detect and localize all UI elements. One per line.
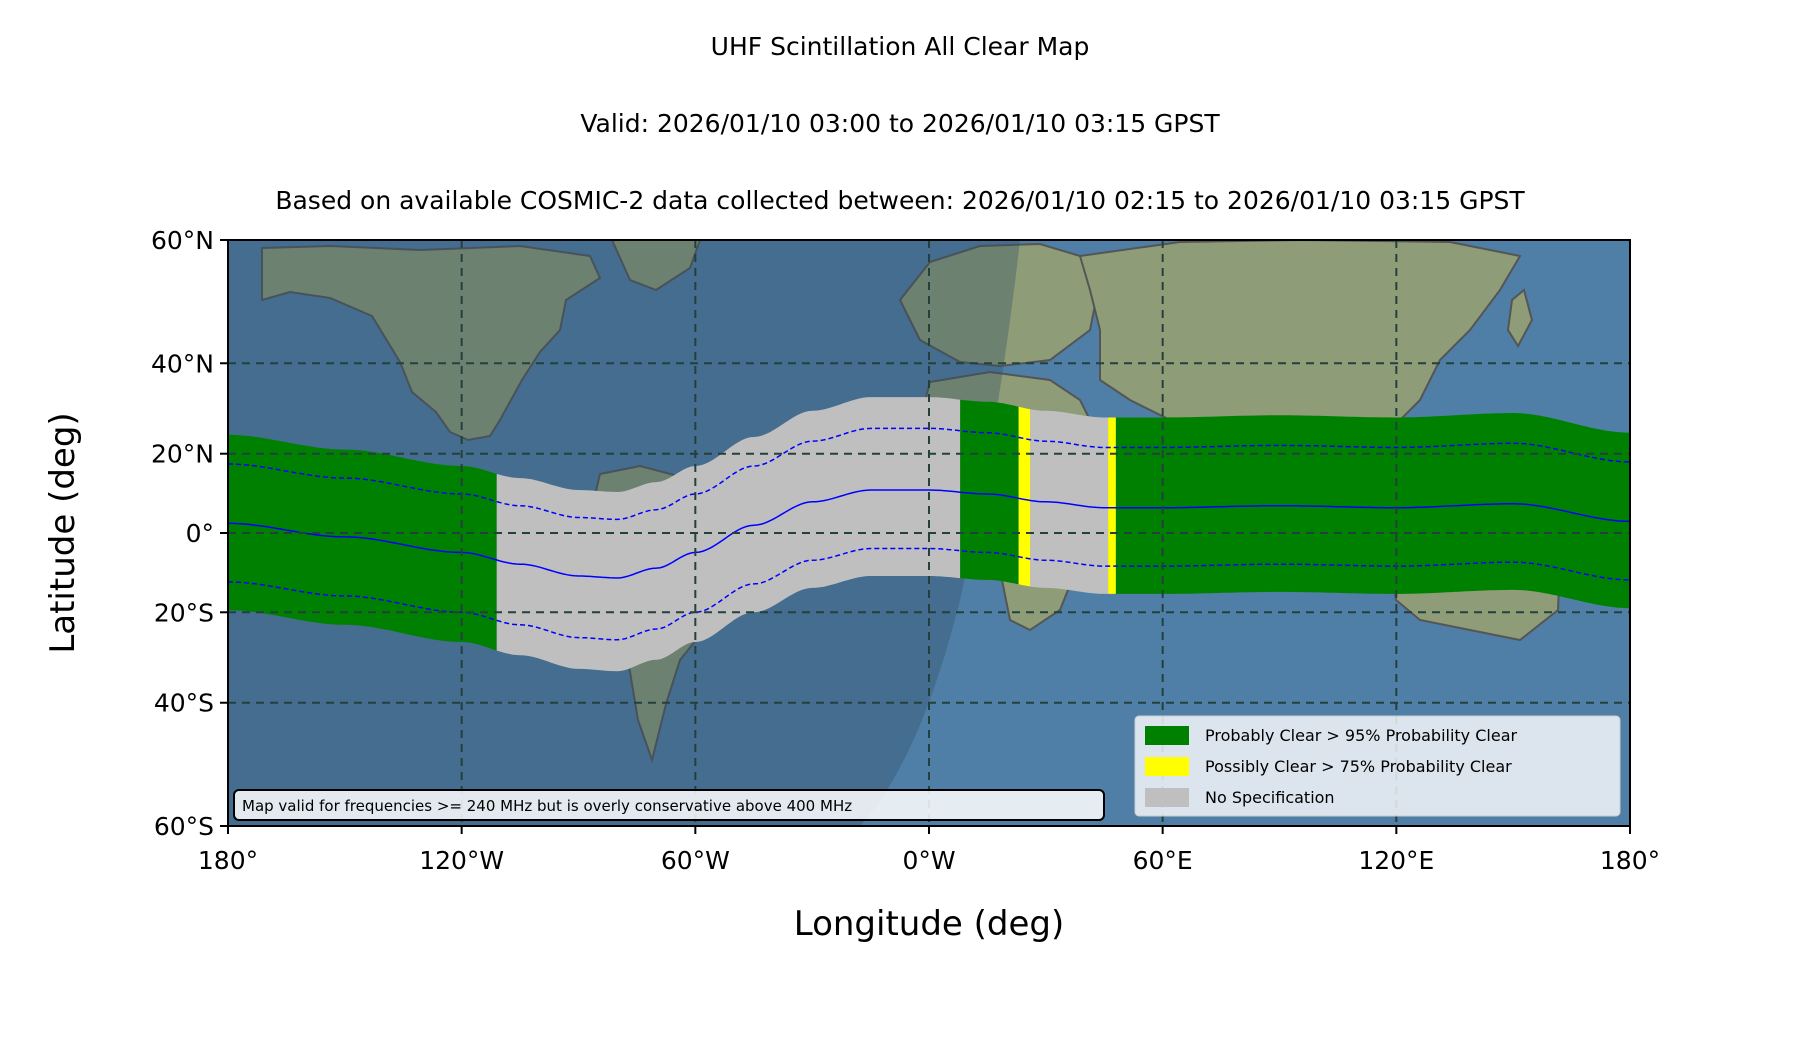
legend-swatch bbox=[1145, 788, 1189, 807]
x-tick-label: 180° bbox=[198, 846, 258, 875]
map-plot-area bbox=[228, 240, 1630, 826]
y-ticks: 60°N 40°N 20°N 0° 20°S 40°S 60°S bbox=[151, 226, 228, 841]
band-segment bbox=[1018, 406, 1031, 587]
x-tick-label: 120°W bbox=[419, 846, 504, 875]
band-segment bbox=[1108, 417, 1116, 594]
x-tick-label: 60°E bbox=[1133, 846, 1193, 875]
legend-label: Probably Clear > 95% Probability Clear bbox=[1205, 726, 1518, 745]
note-text: Map valid for frequencies >= 240 MHz but… bbox=[242, 797, 852, 815]
band-segment bbox=[228, 434, 497, 651]
x-tick-label: 120°E bbox=[1358, 846, 1434, 875]
legend-label: No Specification bbox=[1205, 788, 1335, 807]
y-tick-label: 60°S bbox=[154, 812, 214, 841]
y-tick-label: 40°S bbox=[154, 689, 214, 718]
landmass-north-america bbox=[261, 244, 602, 442]
note-box bbox=[233, 789, 1105, 821]
y-tick-label: 40°N bbox=[151, 349, 214, 378]
band-segment bbox=[1115, 413, 1630, 609]
chart-title: UHF Scintillation All Clear Map bbox=[710, 32, 1090, 61]
band-segment bbox=[1030, 409, 1109, 594]
y-tick-label: 0° bbox=[186, 519, 214, 548]
scintillation-band bbox=[228, 397, 1630, 672]
landmass-greenland bbox=[610, 240, 702, 292]
x-ticks: 180° 120°W 60°W 0°W 60°E 120°E 180° bbox=[198, 826, 1660, 875]
legend-swatch bbox=[1145, 726, 1189, 745]
frequency-note: Map valid for frequencies >= 240 MHz but… bbox=[233, 789, 1105, 821]
y-tick-label: 20°N bbox=[151, 440, 214, 469]
gridlines bbox=[228, 240, 1630, 826]
y-tick-label: 60°N bbox=[151, 226, 214, 255]
validity-subtitle: Valid: 2026/01/10 03:00 to 2026/01/10 03… bbox=[580, 109, 1220, 138]
band-segment bbox=[960, 399, 1019, 585]
data-source-subtitle: Based on available COSMIC-2 data collect… bbox=[275, 186, 1525, 215]
y-axis-label: Latitude (deg) bbox=[43, 412, 83, 653]
x-axis-label: Longitude (deg) bbox=[794, 904, 1065, 944]
landmass-japan bbox=[1506, 288, 1534, 348]
band-segment bbox=[496, 397, 961, 672]
x-tick-label: 0°W bbox=[902, 846, 955, 875]
y-tick-label: 20°S bbox=[154, 598, 214, 627]
x-tick-label: 60°W bbox=[661, 846, 730, 875]
x-tick-label: 180° bbox=[1600, 846, 1660, 875]
legend-swatch bbox=[1145, 757, 1189, 776]
legend: Probably Clear > 95% Probability Clear Po… bbox=[1134, 715, 1621, 817]
legend-box bbox=[1134, 715, 1621, 817]
legend-label: Possibly Clear > 75% Probability Clear bbox=[1205, 757, 1512, 776]
